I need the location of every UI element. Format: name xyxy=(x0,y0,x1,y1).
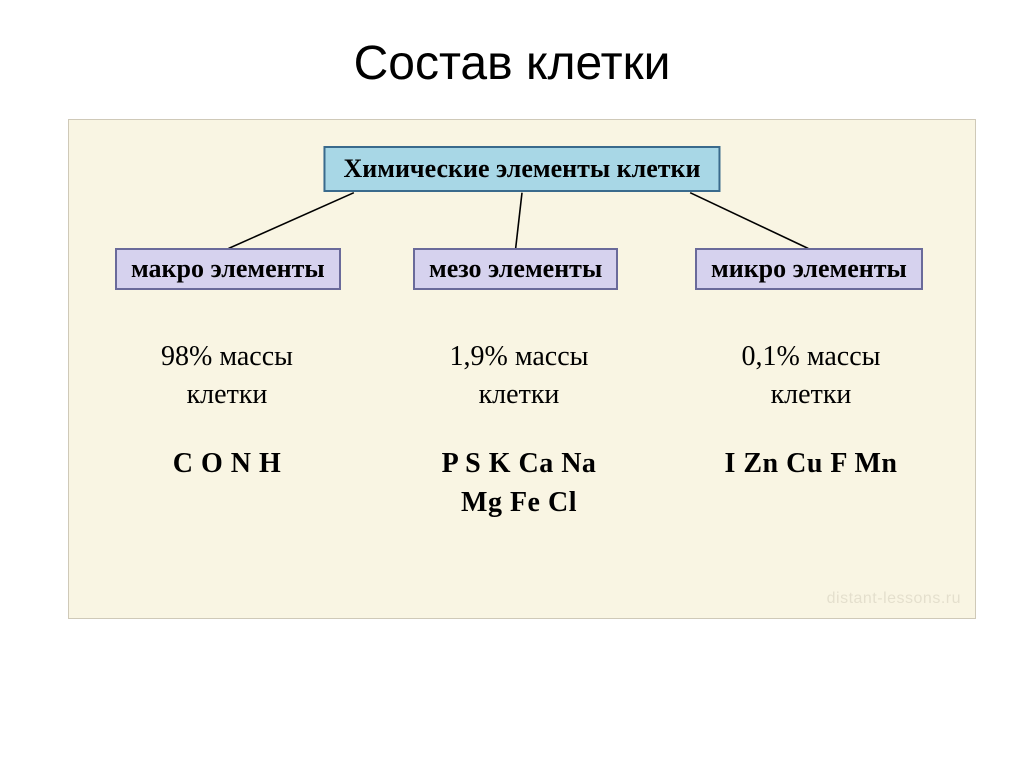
mass-text: 1,9% массы клетки xyxy=(369,338,669,414)
mass-text: 98% массы клетки xyxy=(77,338,377,414)
mass-line2: клетки xyxy=(479,379,560,410)
column-micro: 0,1% массы клетки I Zn Cu F Mn xyxy=(661,320,961,483)
watermark: distant-lessons.ru xyxy=(827,590,961,608)
column-macro: 98% массы клетки C O N H xyxy=(77,320,377,483)
slide: Состав клетки Химические элементы клетки… xyxy=(0,0,1024,768)
elements-text: P S K Ca Na Mg Fe Cl xyxy=(369,444,669,522)
elements-line1: C O N H xyxy=(173,448,282,479)
mass-line1: 0,1% массы xyxy=(742,341,881,372)
elements-text: C O N H xyxy=(77,444,377,483)
page-title: Состав клетки xyxy=(0,0,1024,119)
child-node-macro: макро элементы xyxy=(115,248,341,290)
child-node-micro: микро элементы xyxy=(695,248,923,290)
column-meso: 1,9% массы клетки P S K Ca Na Mg Fe Cl xyxy=(369,320,669,522)
elements-text: I Zn Cu F Mn xyxy=(661,444,961,483)
mass-line2: клетки xyxy=(771,379,852,410)
elements-line2: Mg Fe Cl xyxy=(461,487,577,518)
mass-line1: 1,9% массы xyxy=(450,341,589,372)
mass-line1: 98% массы xyxy=(161,341,293,372)
mass-text: 0,1% массы клетки xyxy=(661,338,961,414)
diagram-panel: Химические элементы клетки макро элемент… xyxy=(68,119,976,619)
elements-line1: P S K Ca Na xyxy=(442,448,597,479)
child-node-meso: мезо элементы xyxy=(413,248,618,290)
elements-line1: I Zn Cu F Mn xyxy=(724,448,897,479)
mass-line2: клетки xyxy=(187,379,268,410)
root-node: Химические элементы клетки xyxy=(323,146,720,192)
